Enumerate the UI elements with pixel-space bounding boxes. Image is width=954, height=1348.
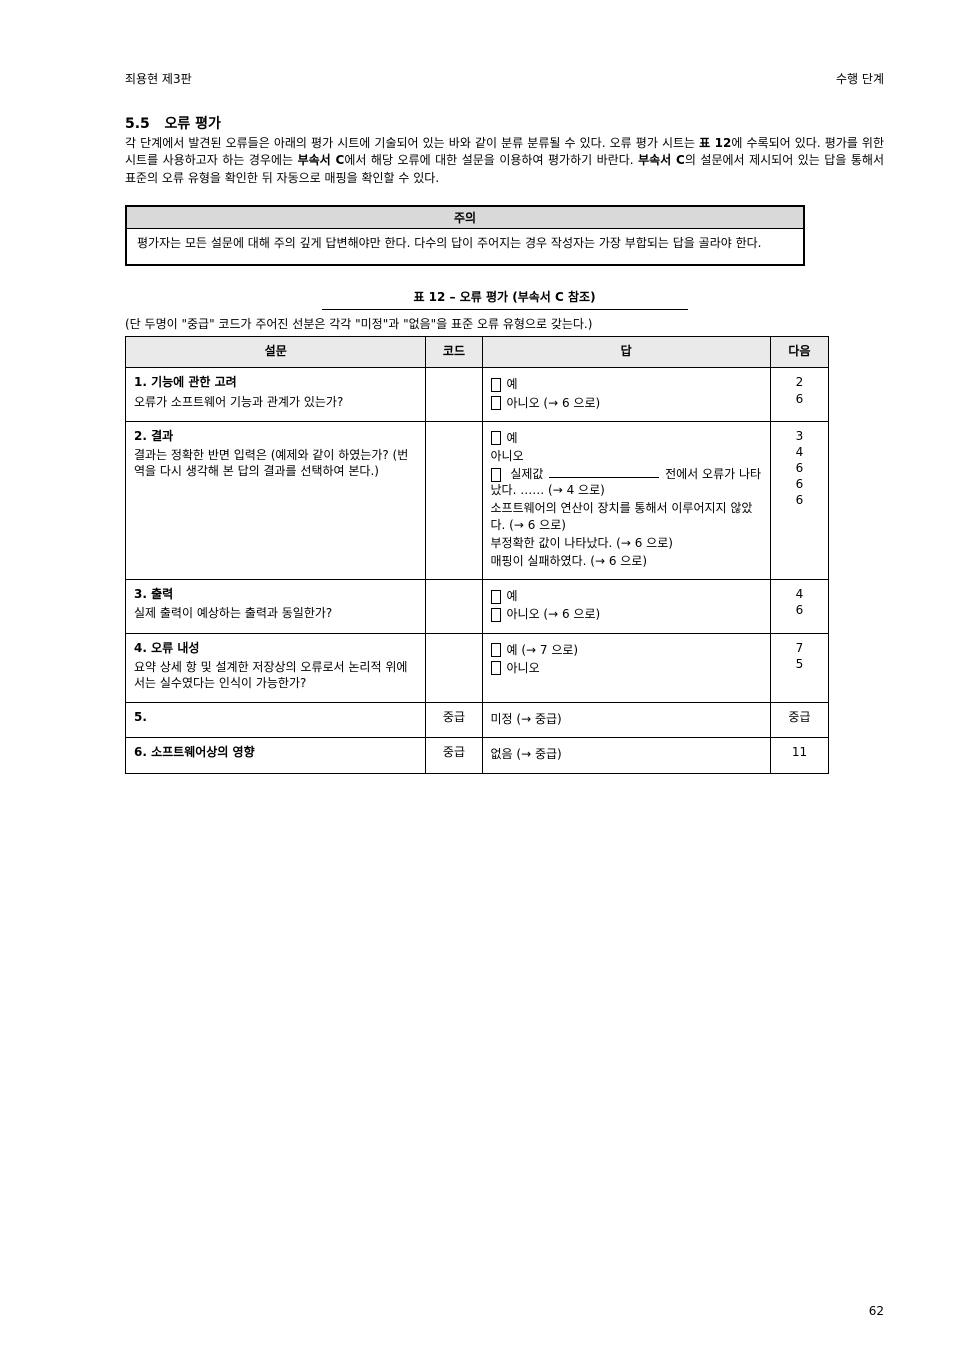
checkbox-icon[interactable] xyxy=(491,378,501,392)
q2-code xyxy=(426,421,482,580)
q4-ans-0: 예 (→ 7 으로) xyxy=(507,643,579,657)
checkbox-icon[interactable] xyxy=(491,608,501,622)
q2-ans-1: 아니오 xyxy=(491,449,524,463)
intro-bold-2: 부속서 C xyxy=(298,153,345,167)
q6-next-0: 11 xyxy=(779,744,820,760)
col-header-question: 설문 xyxy=(126,337,426,368)
intro-bold-3: 부속서 C xyxy=(638,153,685,167)
q5-code: 중급 xyxy=(426,703,482,738)
section-number: 5.5 xyxy=(125,116,150,132)
q4-next-1: 5 xyxy=(779,656,820,672)
q3-code xyxy=(426,580,482,633)
intro-bold-1: 표 12 xyxy=(699,136,731,150)
table-row: 5. 중급 미정 (→ 중급) 중급 xyxy=(126,703,829,738)
intro-paragraph: 각 단계에서 발견된 오류들은 아래의 평가 시트에 기술되어 있는 바와 같이… xyxy=(125,135,884,187)
q2-ans-0: 예 xyxy=(507,431,518,445)
q3-next-0: 4 xyxy=(779,586,820,602)
error-evaluation-table: 설문 코드 답 다음 1. 기능에 관한 고려 오류가 소프트웨어 기능과 관계… xyxy=(125,336,829,773)
q1-ans-0: 예 xyxy=(507,377,518,391)
col-header-answer: 답 xyxy=(482,337,770,368)
q1-body: 오류가 소프트웨어 기능과 관계가 있는가? xyxy=(134,394,417,410)
q2-next-3: 6 xyxy=(779,460,820,476)
col-header-code: 코드 xyxy=(426,337,482,368)
q3-next-1: 6 xyxy=(779,602,820,618)
checkbox-icon[interactable] xyxy=(491,643,501,657)
q3-ans-1: 아니오 (→ 6 으로) xyxy=(507,607,601,621)
q2-next-5: 6 xyxy=(779,492,820,508)
checkbox-icon[interactable] xyxy=(491,590,501,604)
q2-ans-3: 소프트웨어의 연산이 장치를 통해서 이루어지지 않았다. (→ 6 으로) xyxy=(491,501,753,531)
q2-next-0: 3 xyxy=(779,428,820,444)
checkbox-icon[interactable] xyxy=(491,468,501,482)
table-row: 4. 오류 내성 요약 상세 항 및 설계한 저장상의 오류로서 논리적 위에서… xyxy=(126,633,829,703)
header-right: 수행 단계 xyxy=(836,70,884,87)
q2-ans-5: 매핑이 실패하였다. (→ 6 으로) xyxy=(491,554,648,568)
page-number: 62 xyxy=(869,1304,884,1318)
q5-ans-0: 미정 (→ 중급) xyxy=(491,712,562,726)
table-row: 3. 출력 실제 출력이 예상하는 출력과 동일한가? 예 아니오 (→ 6 으… xyxy=(126,580,829,633)
q4-head: 4. 오류 내성 xyxy=(134,640,417,656)
q1-code xyxy=(426,368,482,421)
col-header-next: 다음 xyxy=(770,337,828,368)
table-caveat: (단 두명이 "중급" 코드가 주어진 선분은 각각 "미정"과 "없음"을 표… xyxy=(125,316,805,332)
table-row: 1. 기능에 관한 고려 오류가 소프트웨어 기능과 관계가 있는가? 예 아니… xyxy=(126,368,829,421)
q4-code xyxy=(426,633,482,703)
q3-body: 실제 출력이 예상하는 출력과 동일한가? xyxy=(134,605,417,621)
q1-ans-1: 아니오 (→ 6 으로) xyxy=(507,396,601,410)
checkbox-icon[interactable] xyxy=(491,661,501,675)
q2-body: 결과는 정확한 반면 입력은 (예제와 같이 하였는가? (번역을 다시 생각해… xyxy=(134,447,417,479)
q3-head: 3. 출력 xyxy=(134,586,417,602)
q5-next-0: 중급 xyxy=(779,709,820,725)
q6-code: 중급 xyxy=(426,738,482,773)
warning-note-head: 주의 xyxy=(127,207,803,229)
q1-head: 1. 기능에 관한 고려 xyxy=(134,374,417,390)
warning-note-body: 평가자는 모든 설문에 대해 주의 깊게 답변해야만 한다. 다수의 답이 주어… xyxy=(127,229,803,264)
table-row: 6. 소프트웨어상의 영향 중급 없음 (→ 중급) 11 xyxy=(126,738,829,773)
q5-head: 5. xyxy=(134,709,417,725)
q6-head: 6. 소프트웨어상의 영향 xyxy=(134,744,417,760)
checkbox-icon[interactable] xyxy=(491,396,501,410)
q4-ans-1: 아니오 xyxy=(507,661,540,675)
q2-next-2: 4 xyxy=(779,444,820,460)
q3-ans-0: 예 xyxy=(507,589,518,603)
table-caption: 표 12 – 오류 평가 (부속서 C 참조) xyxy=(165,288,845,305)
q2-ans-4: 부정확한 값이 나타났다. (→ 6 으로) xyxy=(491,536,673,550)
fill-blank[interactable] xyxy=(549,466,659,478)
warning-note: 주의 평가자는 모든 설문에 대해 주의 깊게 답변해야만 한다. 다수의 답이… xyxy=(125,205,805,266)
section-title: 오류 평가 xyxy=(164,116,220,132)
q4-next-0: 7 xyxy=(779,640,820,656)
q4-body: 요약 상세 항 및 설계한 저장상의 오류로서 논리적 위에서는 실수였다는 인… xyxy=(134,659,417,691)
header-left: 죄용현 제3판 xyxy=(125,70,192,87)
q2-head: 2. 결과 xyxy=(134,428,417,444)
checkbox-icon[interactable] xyxy=(491,431,501,445)
q1-next-1: 6 xyxy=(779,391,820,407)
q2-ans-2a: 실제값 xyxy=(510,467,547,481)
q1-next-0: 2 xyxy=(779,374,820,390)
q6-ans-0: 없음 (→ 중급) xyxy=(491,747,562,761)
q2-next-4: 6 xyxy=(779,476,820,492)
table-caption-underline xyxy=(322,309,688,310)
table-row: 2. 결과 결과는 정확한 반면 입력은 (예제와 같이 하였는가? (번역을 … xyxy=(126,421,829,580)
